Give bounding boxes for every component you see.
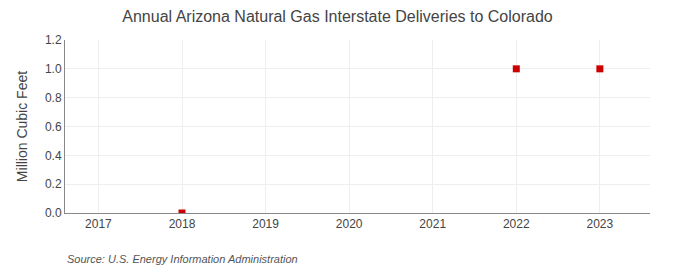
svg-text:0.4: 0.4 [45, 149, 62, 163]
svg-text:0.2: 0.2 [45, 177, 62, 191]
svg-text:2023: 2023 [587, 217, 614, 231]
svg-text:0.0: 0.0 [45, 206, 62, 220]
svg-text:2021: 2021 [419, 217, 446, 231]
svg-text:2018: 2018 [169, 217, 196, 231]
svg-text:1.0: 1.0 [45, 62, 62, 76]
svg-text:2020: 2020 [336, 217, 363, 231]
svg-text:0.8: 0.8 [45, 91, 62, 105]
svg-text:Source: U.S. Energy Informatio: Source: U.S. Energy Information Administ… [67, 253, 298, 265]
svg-text:2017: 2017 [85, 217, 112, 231]
svg-text:2022: 2022 [503, 217, 530, 231]
svg-text:2019: 2019 [252, 217, 279, 231]
svg-text:1.2: 1.2 [45, 33, 62, 47]
svg-text:Annual Arizona Natural Gas Int: Annual Arizona Natural Gas Interstate De… [122, 8, 553, 25]
svg-text:0.6: 0.6 [45, 120, 62, 134]
svg-text:Million Cubic Feet: Million Cubic Feet [14, 71, 30, 182]
